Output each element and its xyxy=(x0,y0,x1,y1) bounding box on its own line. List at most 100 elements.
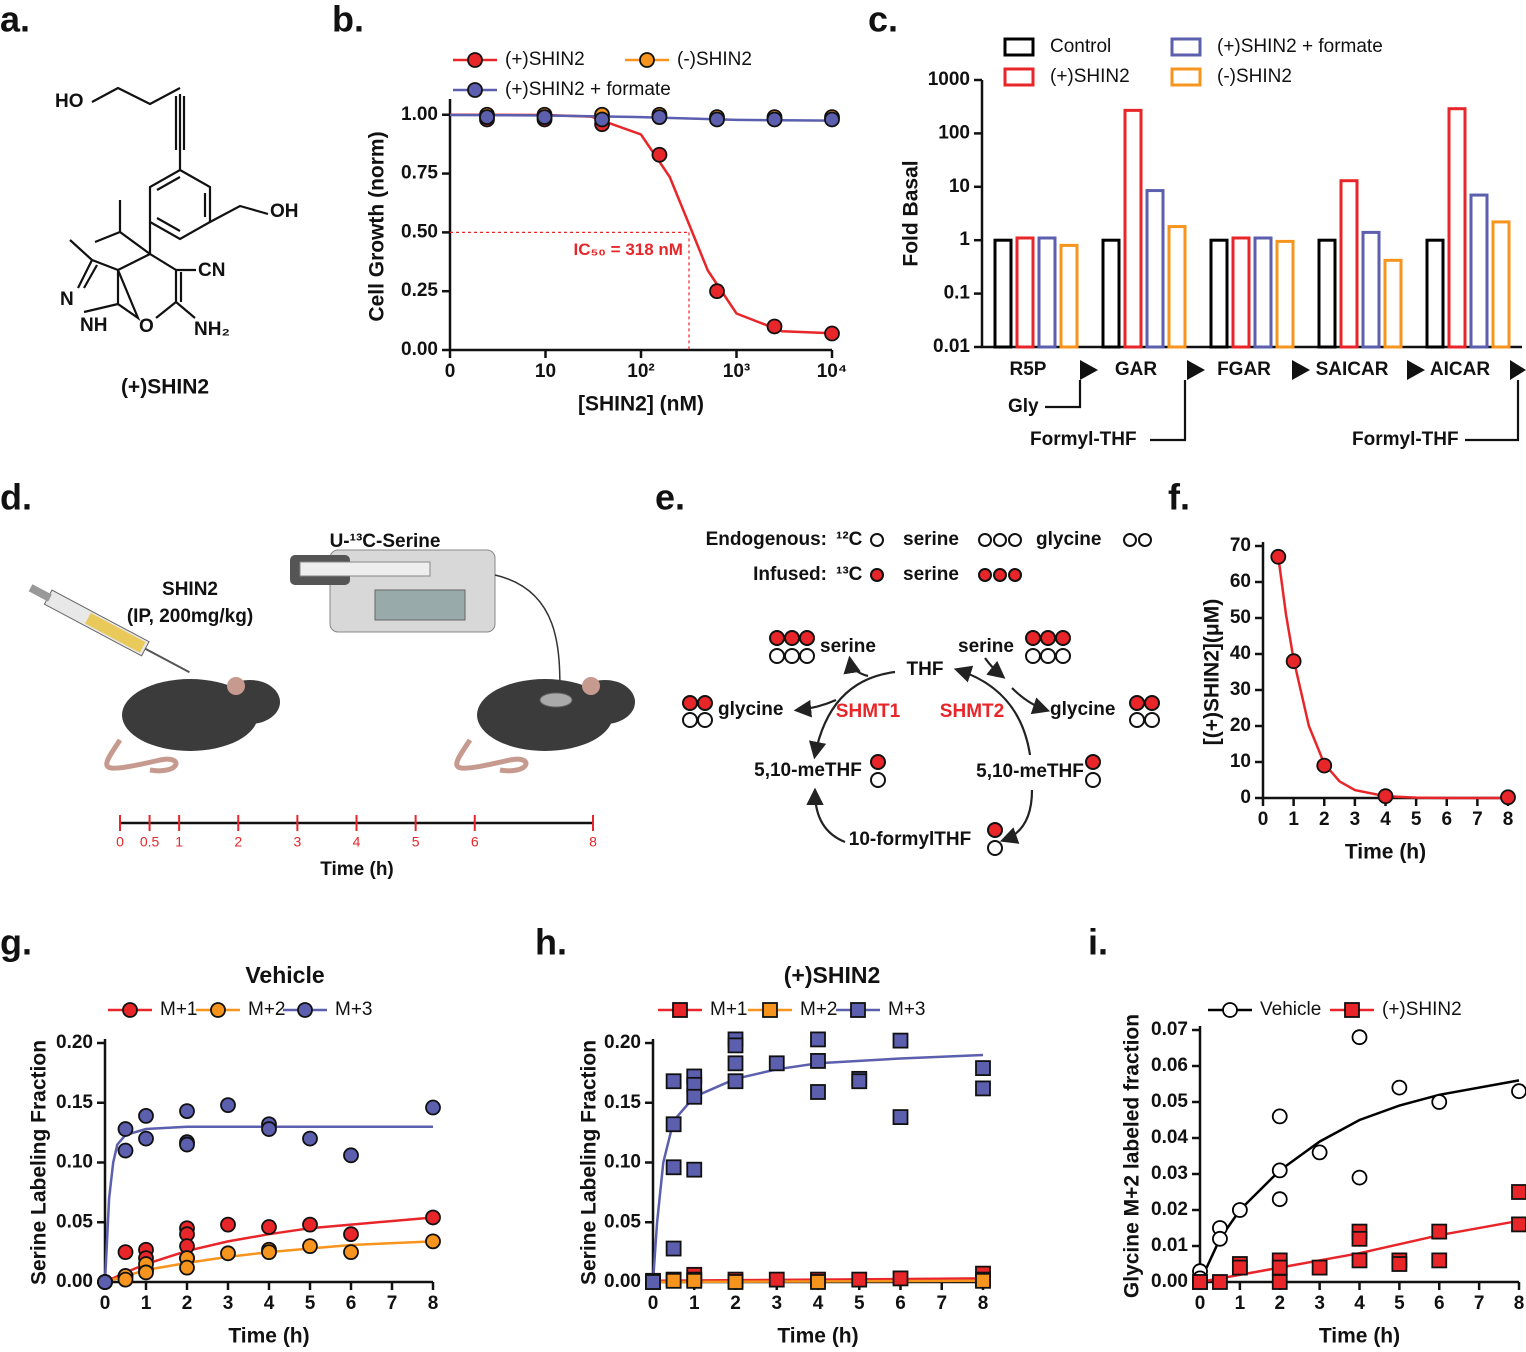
x-tick-label: 2 xyxy=(1274,1293,1285,1314)
scheme-legend: ¹³C xyxy=(836,564,863,585)
legend-label: M+3 xyxy=(335,999,373,1020)
timeline: 0 0.5 1 2 3 4 5 6 8 Time (h) xyxy=(116,815,597,880)
point xyxy=(1192,1274,1208,1290)
x-tick-label: 4 xyxy=(264,1293,275,1314)
y-tick-label: 20 xyxy=(1230,715,1251,736)
point xyxy=(851,1073,868,1090)
point xyxy=(727,1037,744,1054)
bar xyxy=(1015,236,1035,349)
point xyxy=(975,1060,991,1076)
x-tick-label: 2 xyxy=(182,1293,193,1314)
x-tick-label: 7 xyxy=(387,1293,398,1314)
annotation: Formyl-THF xyxy=(1030,429,1137,450)
legend-marker xyxy=(639,52,655,68)
x-axis-title: Time (h) xyxy=(228,1325,309,1348)
point xyxy=(1271,1162,1288,1179)
point xyxy=(117,1271,134,1288)
legend-label: M+1 xyxy=(160,999,198,1020)
point xyxy=(727,1274,744,1290)
x-tick-label: 3 xyxy=(771,1293,782,1314)
scheme-legend: serine xyxy=(903,529,959,550)
y-tick-label: 0.05 xyxy=(1151,1091,1188,1112)
timeline-title: Time (h) xyxy=(320,859,394,880)
x-tick-label: 7 xyxy=(1472,809,1483,830)
y-tick-label: 0 xyxy=(1240,787,1251,808)
y-tick-label: 0.50 xyxy=(401,221,438,242)
point xyxy=(179,1103,195,1120)
x-tick-label: GAR xyxy=(1115,359,1158,380)
bar xyxy=(1383,258,1403,349)
legend-marker xyxy=(762,1002,778,1018)
bar xyxy=(1059,243,1079,349)
x-tick-label: 2 xyxy=(730,1293,741,1314)
point xyxy=(665,1272,682,1289)
point xyxy=(975,1080,991,1097)
x-tick-label: 1 xyxy=(141,1293,152,1314)
point xyxy=(138,1130,154,1147)
point xyxy=(343,1226,359,1243)
point xyxy=(1270,548,1287,565)
fit-curve xyxy=(651,1053,984,1283)
scheme-node: 5,10-meTHF xyxy=(976,761,1084,782)
compound-name: (+)SHIN2 xyxy=(121,376,209,399)
point xyxy=(1271,1191,1288,1208)
legend-label: Vehicle xyxy=(1260,999,1321,1020)
point xyxy=(1431,1252,1448,1269)
point xyxy=(1511,1083,1526,1100)
point xyxy=(727,1073,744,1090)
point xyxy=(1271,1259,1288,1276)
point xyxy=(138,1264,154,1281)
point xyxy=(651,146,668,163)
x-tick-label: 8 xyxy=(978,1293,989,1314)
legend-marker xyxy=(672,1002,688,1018)
x-tick-label: 5 xyxy=(1394,1293,1405,1314)
x-axis-title: Time (h) xyxy=(1319,1325,1400,1348)
y-axis-title: Cell Growth (norm) xyxy=(366,131,389,321)
x-tick-label: 8 xyxy=(1514,1293,1525,1314)
y-tick-label: 1.00 xyxy=(401,104,438,125)
y-tick-label: 0.1 xyxy=(944,283,971,304)
legend-marker xyxy=(210,1002,226,1018)
bar xyxy=(1317,238,1337,349)
point xyxy=(220,1245,236,1262)
y-tick-label: 0.02 xyxy=(1151,1199,1188,1220)
y-tick-label: 0.20 xyxy=(56,1032,93,1053)
x-tick-label: 8 xyxy=(428,1293,439,1314)
point xyxy=(1316,757,1333,774)
scheme-legend: Endogenous: xyxy=(706,529,827,550)
atom-label: NH₂ xyxy=(194,319,230,340)
point xyxy=(1431,1094,1448,1110)
point xyxy=(479,109,495,126)
point xyxy=(179,1259,195,1276)
point xyxy=(425,1099,441,1116)
x-tick-label: 2 xyxy=(1319,809,1330,830)
point xyxy=(768,1055,785,1072)
scheme-node: THF xyxy=(907,659,944,680)
atom-label: HO xyxy=(55,91,84,112)
legend-label: (+)SHIN2 xyxy=(1382,999,1462,1020)
x-tick-label: 4 xyxy=(1380,809,1391,830)
fit-curve xyxy=(1277,556,1508,800)
atom-label: O xyxy=(139,316,154,337)
point xyxy=(1377,788,1394,805)
y-tick-label: 0.15 xyxy=(56,1092,93,1113)
point xyxy=(824,325,840,342)
y-tick-label: 10 xyxy=(1230,751,1251,772)
bar xyxy=(1447,107,1467,349)
timeline-label: 0.5 xyxy=(140,834,160,850)
y-tick-label: 1 xyxy=(959,229,970,250)
bar xyxy=(1275,239,1295,349)
x-tick-label: 5 xyxy=(1411,809,1422,830)
y-tick-label: 0.25 xyxy=(401,280,438,301)
x-tick-label: 10² xyxy=(627,361,654,382)
y-tick-label: 70 xyxy=(1230,535,1251,556)
legend-swatch xyxy=(1003,67,1035,87)
y-axis-title: Glycine M+2 labeled fraction xyxy=(1121,1014,1144,1298)
legend-marker xyxy=(1222,1002,1238,1018)
structure xyxy=(69,86,269,322)
point xyxy=(1311,1144,1328,1161)
y-tick-label: 0.04 xyxy=(1151,1127,1188,1148)
point xyxy=(892,1270,909,1287)
point xyxy=(851,1271,868,1288)
x-tick-label: 0 xyxy=(100,1293,111,1314)
